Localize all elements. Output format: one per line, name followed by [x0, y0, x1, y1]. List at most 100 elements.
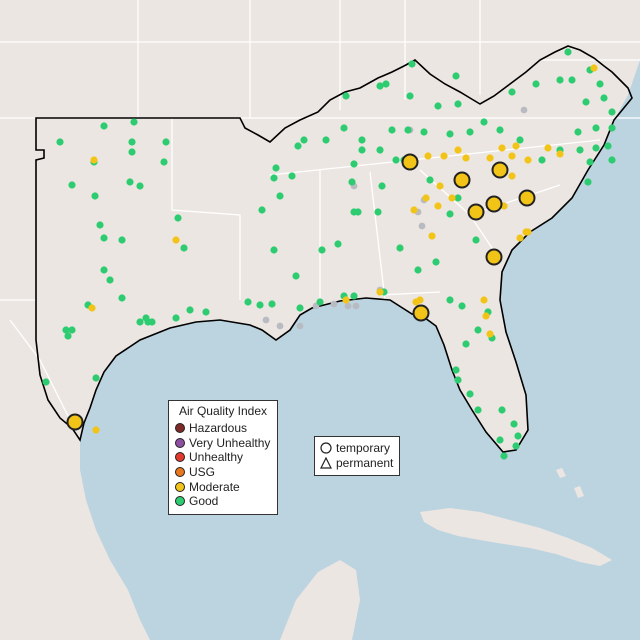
monitor-no-data[interactable]: [520, 106, 528, 114]
monitor-temporary-moderate[interactable]: [485, 248, 503, 266]
monitor-good[interactable]: [118, 236, 126, 244]
monitor-good[interactable]: [334, 240, 342, 248]
monitor-good[interactable]: [472, 236, 480, 244]
monitor-good[interactable]: [466, 390, 474, 398]
monitor-moderate[interactable]: [486, 154, 494, 162]
monitor-good[interactable]: [576, 146, 584, 154]
monitor-good[interactable]: [96, 221, 104, 229]
monitor-good[interactable]: [136, 182, 144, 190]
monitor-moderate[interactable]: [590, 64, 598, 72]
monitor-good[interactable]: [174, 214, 182, 222]
monitor-moderate[interactable]: [92, 426, 100, 434]
monitor-good[interactable]: [388, 126, 396, 134]
monitor-good[interactable]: [586, 158, 594, 166]
monitor-good[interactable]: [574, 128, 582, 136]
monitor-good[interactable]: [600, 94, 608, 102]
monitor-temporary-moderate[interactable]: [491, 161, 509, 179]
monitor-good[interactable]: [126, 178, 134, 186]
monitor-good[interactable]: [100, 122, 108, 130]
monitor-good[interactable]: [474, 326, 482, 334]
monitor-good[interactable]: [434, 102, 442, 110]
monitor-good[interactable]: [342, 92, 350, 100]
monitor-temporary-moderate[interactable]: [66, 413, 84, 431]
monitor-good[interactable]: [454, 376, 462, 384]
monitor-good[interactable]: [272, 164, 280, 172]
monitor-good[interactable]: [508, 88, 516, 96]
monitor-moderate[interactable]: [508, 172, 516, 180]
monitor-good[interactable]: [500, 452, 508, 460]
monitor-moderate[interactable]: [440, 152, 448, 160]
monitor-good[interactable]: [160, 158, 168, 166]
monitor-good[interactable]: [414, 266, 422, 274]
monitor-good[interactable]: [408, 60, 416, 68]
monitor-good[interactable]: [354, 208, 362, 216]
monitor-good[interactable]: [316, 298, 324, 306]
monitor-no-data[interactable]: [344, 302, 352, 310]
monitor-good[interactable]: [458, 302, 466, 310]
monitor-temporary-moderate[interactable]: [485, 195, 503, 213]
monitor-good[interactable]: [374, 208, 382, 216]
monitor-good[interactable]: [532, 80, 540, 88]
monitor-no-data[interactable]: [352, 302, 360, 310]
monitor-good[interactable]: [136, 318, 144, 326]
monitor-good[interactable]: [100, 266, 108, 274]
monitor-good[interactable]: [294, 142, 302, 150]
monitor-good[interactable]: [474, 406, 482, 414]
monitor-good[interactable]: [64, 332, 72, 340]
monitor-good[interactable]: [496, 126, 504, 134]
monitor-good[interactable]: [396, 244, 404, 252]
monitor-moderate[interactable]: [376, 288, 384, 296]
monitor-good[interactable]: [118, 294, 126, 302]
monitor-good[interactable]: [452, 366, 460, 374]
monitor-good[interactable]: [276, 192, 284, 200]
monitor-good[interactable]: [538, 156, 546, 164]
monitor-good[interactable]: [180, 244, 188, 252]
monitor-good[interactable]: [92, 374, 100, 382]
monitor-good[interactable]: [340, 124, 348, 132]
monitor-no-data[interactable]: [418, 222, 426, 230]
monitor-good[interactable]: [556, 76, 564, 84]
monitor-moderate[interactable]: [508, 152, 516, 160]
monitor-no-data[interactable]: [276, 322, 284, 330]
monitor-good[interactable]: [592, 124, 600, 132]
monitor-good[interactable]: [130, 118, 138, 126]
monitor-moderate[interactable]: [516, 234, 524, 242]
monitor-good[interactable]: [162, 138, 170, 146]
monitor-good[interactable]: [516, 136, 524, 144]
monitor-moderate[interactable]: [482, 312, 490, 320]
monitor-good[interactable]: [300, 136, 308, 144]
monitor-moderate[interactable]: [428, 232, 436, 240]
monitor-temporary-moderate[interactable]: [412, 304, 430, 322]
monitor-good[interactable]: [91, 192, 99, 200]
monitor-moderate[interactable]: [172, 236, 180, 244]
monitor-moderate[interactable]: [480, 296, 488, 304]
monitor-good[interactable]: [68, 326, 76, 334]
monitor-good[interactable]: [452, 72, 460, 80]
monitor-good[interactable]: [128, 148, 136, 156]
monitor-good[interactable]: [186, 306, 194, 314]
monitor-good[interactable]: [596, 80, 604, 88]
monitor-good[interactable]: [270, 174, 278, 182]
monitor-good[interactable]: [258, 206, 266, 214]
monitor-good[interactable]: [296, 304, 304, 312]
monitor-good[interactable]: [462, 340, 470, 348]
monitor-good[interactable]: [582, 98, 590, 106]
monitor-moderate[interactable]: [448, 194, 456, 202]
monitor-moderate[interactable]: [416, 296, 424, 304]
monitor-good[interactable]: [404, 126, 412, 134]
monitor-good[interactable]: [292, 272, 300, 280]
monitor-moderate[interactable]: [88, 304, 96, 312]
monitor-moderate[interactable]: [90, 156, 98, 164]
monitor-good[interactable]: [268, 300, 276, 308]
monitor-good[interactable]: [244, 298, 252, 306]
monitor-good[interactable]: [454, 194, 462, 202]
monitor-moderate[interactable]: [424, 152, 432, 160]
monitor-good[interactable]: [608, 156, 616, 164]
monitor-moderate[interactable]: [462, 154, 470, 162]
monitor-good[interactable]: [148, 318, 156, 326]
monitor-good[interactable]: [512, 442, 520, 450]
monitor-no-data[interactable]: [262, 316, 270, 324]
monitor-good[interactable]: [358, 136, 366, 144]
monitor-good[interactable]: [446, 296, 454, 304]
monitor-good[interactable]: [358, 146, 366, 154]
